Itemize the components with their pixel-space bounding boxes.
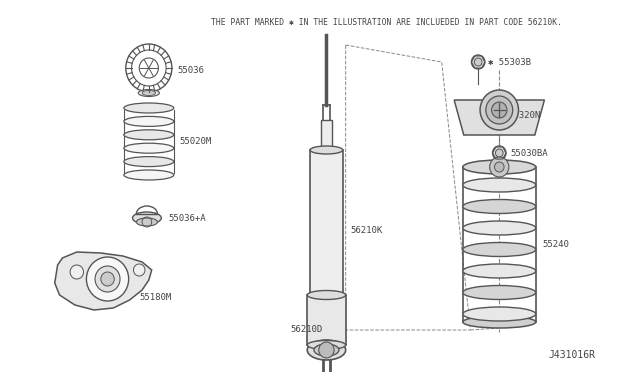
Ellipse shape xyxy=(463,199,536,214)
Ellipse shape xyxy=(463,221,536,235)
Ellipse shape xyxy=(124,130,174,140)
Text: 55240: 55240 xyxy=(543,240,570,249)
Ellipse shape xyxy=(124,116,174,126)
Circle shape xyxy=(474,58,482,66)
Ellipse shape xyxy=(463,160,536,174)
Ellipse shape xyxy=(138,90,159,96)
Ellipse shape xyxy=(463,307,536,321)
Ellipse shape xyxy=(463,264,536,278)
Circle shape xyxy=(86,257,129,301)
Ellipse shape xyxy=(463,285,536,299)
Circle shape xyxy=(134,264,145,276)
Ellipse shape xyxy=(307,340,346,360)
Ellipse shape xyxy=(124,103,174,113)
Ellipse shape xyxy=(463,316,536,328)
Text: 55030BA: 55030BA xyxy=(511,148,548,157)
Ellipse shape xyxy=(314,344,339,356)
Text: 55036: 55036 xyxy=(178,65,205,74)
Bar xyxy=(307,295,346,345)
Circle shape xyxy=(319,342,334,358)
Text: 56210K: 56210K xyxy=(351,225,383,234)
Text: J431016R: J431016R xyxy=(548,350,595,360)
Ellipse shape xyxy=(463,178,536,192)
Text: THE PART MARKED ✱ IN THE ILLUSTRATION ARE INCLUEDED IN PART CODE 56210K.: THE PART MARKED ✱ IN THE ILLUSTRATION AR… xyxy=(211,18,562,27)
Polygon shape xyxy=(454,100,545,135)
Ellipse shape xyxy=(124,157,174,167)
Polygon shape xyxy=(55,252,152,310)
Circle shape xyxy=(101,272,115,286)
Ellipse shape xyxy=(124,170,174,180)
Bar xyxy=(310,150,343,295)
Text: 55320N: 55320N xyxy=(509,110,541,119)
Ellipse shape xyxy=(310,291,343,299)
Ellipse shape xyxy=(124,143,174,153)
Ellipse shape xyxy=(463,243,536,257)
Circle shape xyxy=(492,102,507,118)
Ellipse shape xyxy=(307,340,346,350)
Ellipse shape xyxy=(307,291,346,299)
Circle shape xyxy=(493,146,506,160)
Circle shape xyxy=(490,157,509,177)
Circle shape xyxy=(472,55,485,69)
Circle shape xyxy=(95,266,120,292)
Circle shape xyxy=(70,265,84,279)
Bar xyxy=(321,120,332,150)
Ellipse shape xyxy=(132,212,161,224)
Text: 55036+A: 55036+A xyxy=(168,214,205,222)
Circle shape xyxy=(480,90,518,130)
Circle shape xyxy=(486,96,513,124)
Text: 55180M: 55180M xyxy=(140,292,172,301)
Ellipse shape xyxy=(142,90,156,96)
Text: 55020M: 55020M xyxy=(180,137,212,146)
Ellipse shape xyxy=(136,218,157,226)
Text: ✱ 55303B: ✱ 55303B xyxy=(488,58,531,67)
Circle shape xyxy=(495,149,503,157)
Circle shape xyxy=(495,162,504,172)
Ellipse shape xyxy=(310,146,343,154)
Text: 56210D: 56210D xyxy=(290,326,322,334)
